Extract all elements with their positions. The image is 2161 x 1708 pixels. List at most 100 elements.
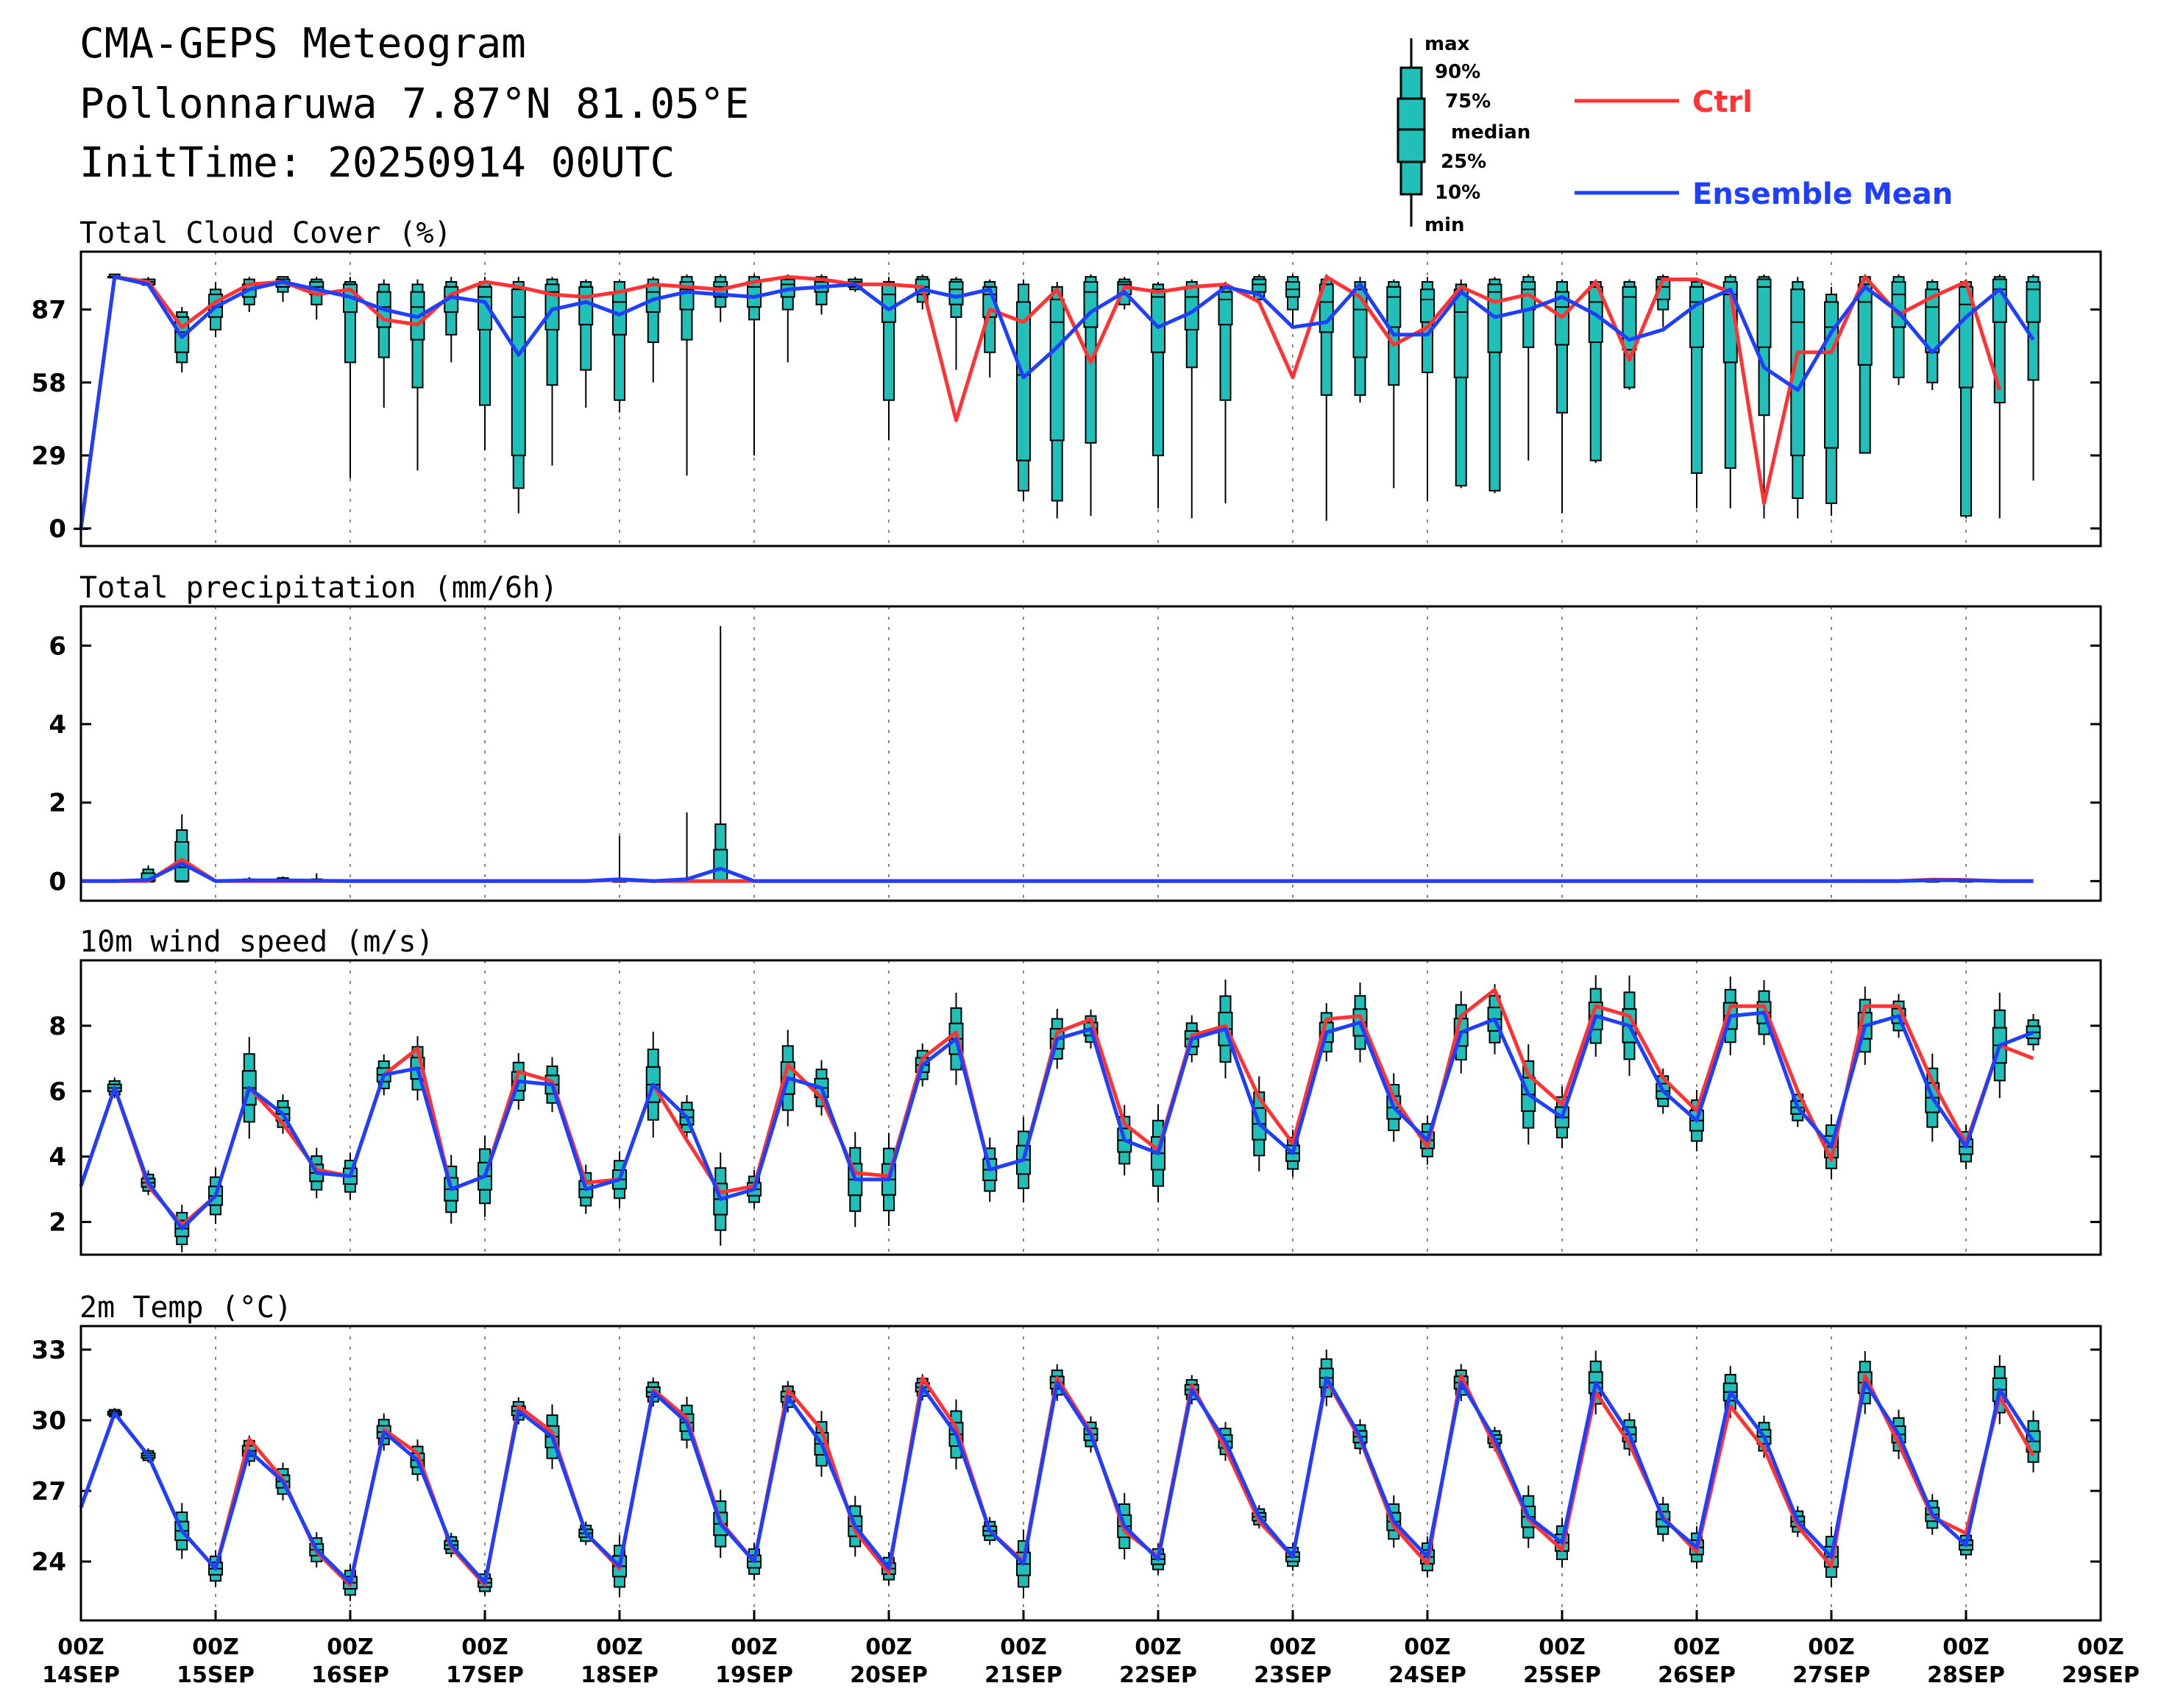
box-plot [174,814,190,883]
box-upper-tail [1623,281,1636,288]
box-plot [1453,279,1469,489]
box-upper-tail [1825,294,1837,303]
box-lower-tail [344,1588,356,1596]
y-tick-label: 8 [49,1012,66,1041]
box-lower-tail [311,1180,323,1191]
panel-2: Total precipitation (mm/6h) 0 2 4 6 [49,571,2102,902]
box-upper-tail [1422,281,1433,291]
x-tick-label-date: 28SEP [1927,1662,2005,1688]
box-lower-tail [1354,1035,1366,1050]
box-lower-tail [479,1188,491,1205]
box-upper-tail [1926,281,1939,291]
box-lower-tail [748,306,760,321]
box-lower-tail [1018,1574,1029,1588]
box-lower-tail [210,1573,221,1582]
box-upper-tail [1758,990,1770,1003]
box-lower-tail [1422,1147,1433,1158]
box-lower-tail [849,1535,862,1548]
box-lower-tail [950,303,962,318]
box-lower-tail [377,326,390,358]
x-tick-label-time: 00Z [1135,1634,1182,1660]
box-upper-tail [1152,283,1164,291]
x-tick-label-date: 24SEP [1388,1662,1466,1688]
box-lower-tail [1657,1098,1669,1108]
box-lower-tail [344,1183,356,1193]
box-lower-tail [580,324,592,371]
box-body [1218,291,1233,326]
box-plot [982,1137,998,1202]
panels: Total Cloud Cover (%) 0 29 58 87 Total precip… [32,216,2102,1622]
x-tick-label-date: 17SEP [446,1662,524,1688]
box-lower-tail [1152,351,1164,456]
box-body [578,286,594,326]
box-upper-tail [445,281,458,288]
y-tick-label: 4 [49,710,66,740]
x-tick-label-time: 00Z [461,1634,508,1660]
box-lower-tail [1488,351,1501,492]
panel-4: 2m Temp (°C) 24 27 30 33 [32,1291,2102,1622]
box-upper-tail [781,1045,794,1063]
x-tick-label-date: 22SEP [1119,1662,1197,1688]
box-upper-tail [1320,1358,1333,1369]
box-lower-tail [1320,331,1333,396]
box-lower-tail [479,1586,491,1592]
box-lower-tail [580,1197,592,1207]
legend: Ctrl Ensemble Mean [1575,85,1953,211]
box-lower-tail [1287,1560,1299,1567]
box-lower-tail [1892,326,1905,378]
box-lower-tail [1522,308,1535,348]
box-lower-tail [1556,344,1568,414]
box-key-label-25: 25% [1441,151,1486,173]
x-tick-label-time: 00Z [1269,1634,1316,1660]
box-lower-tail [781,1093,794,1111]
box-plot [1857,274,1873,454]
box-lower-tail [2027,321,2040,381]
box-lower-tail [984,1179,996,1192]
y-tick-label: 33 [32,1336,66,1365]
box-lower-tail [1556,1550,1568,1561]
box-upper-tail [546,278,558,286]
box-lower-tail [1488,1030,1501,1043]
box-upper-tail [1724,276,1736,283]
panel-3: 10m wind speed (m/s) 2 4 6 8 [49,925,2102,1256]
box-upper-tail [1522,276,1535,283]
box-body [1689,286,1704,348]
y-tick-label: 6 [49,1077,66,1107]
box-body [948,281,964,305]
box-upper-tail [1993,1366,2006,1379]
box-plot [1992,274,2007,519]
box-lower-tail [546,328,558,386]
box-plot [679,274,695,476]
box-lower-tail [849,1194,862,1212]
box-plot [1622,279,1637,391]
box-lower-tail [1219,324,1232,401]
x-tick-label-date: 23SEP [1254,1662,1332,1688]
x-tick-label-date: 18SEP [581,1662,659,1688]
y-tick-label: 30 [32,1406,66,1436]
box-lower-tail [176,1539,188,1551]
x-tick-label-date: 26SEP [1658,1662,1736,1688]
box-lower-tail [1825,1566,1837,1578]
x-tick-label-date: 29SEP [2062,1662,2140,1688]
box-lower-tail [1185,328,1198,369]
box-key-label-min: min [1424,214,1465,236]
box-plot [881,277,896,441]
panel-title: 2m Temp (°C) [79,1291,292,1325]
box-plot [612,836,627,883]
box-lower-tail [1792,1113,1804,1121]
chart-location: Pollonnaruwa 7.87°N 81.05°E [79,80,749,128]
box-lower-tail [1623,1041,1636,1060]
box-lower-tail [1623,349,1636,389]
box-lower-tail [1993,1062,2006,1082]
box-upper-tail [950,1007,962,1024]
box-plot [309,277,324,320]
x-tick-label-date: 25SEP [1523,1662,1601,1688]
box-upper-tail [1892,1417,1905,1428]
box-lower-tail [1657,298,1669,311]
x-tick-label-time: 00Z [192,1634,239,1660]
box-upper-tail [714,1167,727,1185]
box-plot [174,307,190,373]
box-lower-tail [1993,321,2006,404]
x-tick-label-date: 21SEP [984,1662,1062,1688]
box-plot [1285,274,1300,327]
